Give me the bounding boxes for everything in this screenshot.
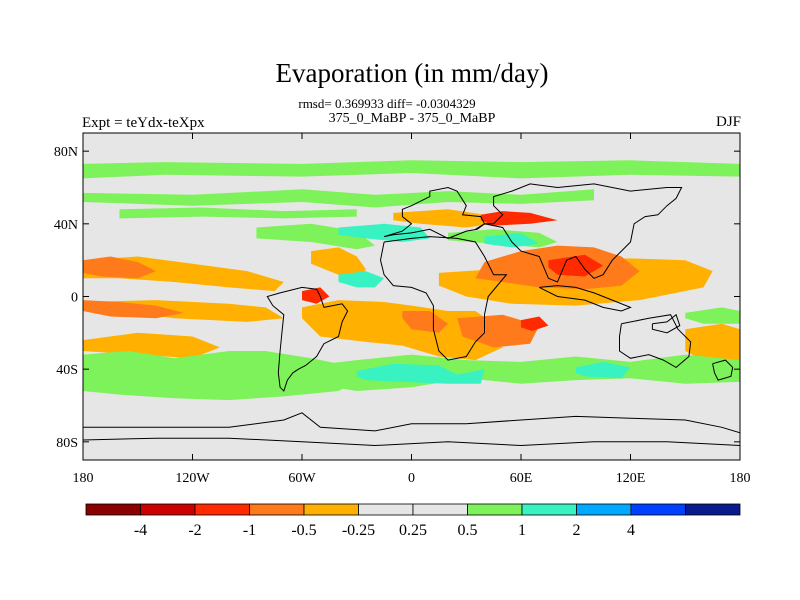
coastline-layer (83, 183, 740, 447)
contour-region-22 (338, 223, 430, 242)
colorbar-swatch-4 (303, 503, 359, 516)
coastline-2 (475, 183, 683, 283)
colorbar-swatch-10 (630, 503, 686, 516)
x-tick-label-3: 0 (408, 471, 415, 486)
contour-region-1 (83, 189, 594, 208)
colorbar-swatch-1 (140, 503, 196, 516)
colorbar-swatch-3 (249, 503, 305, 516)
colorbar-swatch-2 (194, 503, 250, 516)
y-axis: 80N 40N 0 40S 80S (54, 145, 740, 451)
contour-region-15 (83, 300, 184, 319)
colorbar-label-8: 2 (573, 522, 581, 539)
map-plot-area (82, 132, 741, 461)
coastline-6 (712, 359, 734, 381)
contour-region-20 (302, 287, 330, 304)
colorbar-swatch-0 (85, 503, 141, 516)
chart-subtitle: 375_0_MaBP - 375_0_MaBP (329, 111, 496, 126)
stats-line: rmsd= 0.369933 diff= -0.0304329 (298, 96, 475, 111)
colorbar-swatch-7 (467, 503, 523, 516)
contour-region-28 (356, 363, 485, 384)
x-tick-label-2: 60W (288, 471, 316, 486)
x-tick-label-1: 120W (175, 471, 210, 486)
contour-region-19 (480, 211, 558, 226)
y-tick-label-3: 40S (56, 363, 78, 378)
x-tick-label-6: 180 (730, 471, 751, 486)
coastline-8 (83, 412, 740, 434)
colorbar-swatch-9 (576, 503, 632, 516)
contour-region-2 (119, 207, 357, 219)
coastline-7 (266, 286, 349, 392)
coastline-4 (619, 314, 692, 369)
colorbar-label-1: -2 (188, 522, 201, 539)
coastline-1 (379, 236, 508, 361)
colorbar-swatch-5 (358, 503, 414, 516)
chart-title: Evaporation (in mm/day) (276, 58, 549, 88)
colorbar-label-3: -0.5 (291, 522, 316, 539)
contour-region-12 (393, 209, 494, 228)
y-tick-label-1: 40N (54, 218, 78, 233)
x-tick-label-5: 120E (616, 471, 646, 486)
colorbar-label-0: -4 (134, 522, 147, 539)
contour-fill-layer (83, 160, 740, 401)
contour-region-21 (521, 316, 549, 331)
left-label: Expt = teYdx-teXpx (82, 115, 205, 131)
colorbar-label-7: 1 (518, 522, 526, 539)
coastline-0 (383, 186, 486, 239)
colorbar-label-9: 4 (627, 522, 635, 539)
contour-region-27 (685, 307, 740, 324)
contour-region-29 (575, 361, 631, 379)
contour-region-14 (83, 256, 156, 279)
x-axis: 180 120W 60W 0 60E 120E 180 (73, 133, 751, 486)
contour-region-16 (402, 311, 448, 333)
colorbar-label-6: 0.5 (458, 522, 478, 539)
y-tick-label-4: 80S (56, 436, 78, 451)
colorbar-swatch-8 (521, 503, 577, 516)
contour-region-11 (685, 323, 740, 366)
y-tick-label-2: 0 (71, 291, 78, 306)
contour-region-0 (83, 160, 740, 179)
x-tick-label-4: 60E (510, 471, 533, 486)
season-label: DJF (716, 114, 741, 130)
contour-region-25 (83, 351, 366, 401)
colorbar-swatch-6 (412, 503, 468, 516)
x-tick-label-0: 180 (73, 471, 94, 486)
contour-region-24 (484, 232, 540, 248)
coastline-5 (651, 313, 681, 334)
colorbar-label-2: -1 (243, 522, 256, 539)
coastline-3 (539, 285, 632, 312)
contour-region-9 (302, 300, 503, 361)
y-tick-label-0: 80N (54, 145, 78, 160)
colorbar-label-5: 0.25 (399, 522, 427, 539)
coastline-9 (83, 437, 740, 447)
colorbar: -4 -2 -1 -0.5 -0.25 0.25 0.5 1 2 4 (85, 503, 741, 539)
colorbar-swatch-11 (685, 503, 741, 516)
colorbar-label-4: -0.25 (342, 522, 375, 539)
contour-region-23 (338, 271, 385, 288)
